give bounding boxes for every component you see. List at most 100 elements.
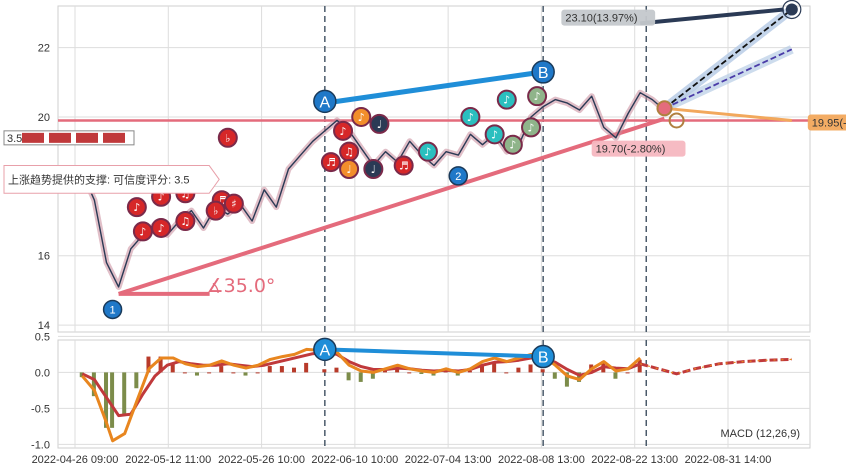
note-marker-glyph: ♬ <box>399 160 409 173</box>
price-y-tick: 16 <box>38 251 50 263</box>
macd-hist-bar <box>516 367 521 373</box>
macd-hist-bar <box>122 372 127 416</box>
macd-hist-bar <box>480 364 485 373</box>
note-marker-glyph: ♬ <box>326 156 336 169</box>
swing-points: 1 A 2 B <box>102 60 555 320</box>
macd-hist-bar <box>577 372 582 382</box>
annotation-labels: 23.10(13.97%) 19.95(-1.57%) 19.70(-2.80%) 上… <box>3 9 846 297</box>
x-tick: 2022-05-12 11:00 <box>125 454 211 466</box>
macd-projection-dots <box>640 358 792 375</box>
note-marker-glyph: ♪ <box>509 139 516 152</box>
note-marker <box>351 106 372 127</box>
swing-point-b <box>531 60 555 84</box>
macd-hist-bar <box>625 372 630 374</box>
price-y-tick: 14 <box>38 320 50 332</box>
macd-ab-line <box>324 347 544 359</box>
swing-point-label: B <box>538 65 549 82</box>
macd-event-vertical-lines <box>324 340 648 448</box>
note-marker-glyph: ♪ <box>158 191 165 204</box>
projection-layer <box>640 0 802 129</box>
support-layer <box>58 69 810 296</box>
macd-y-tick: -0.5 <box>31 403 50 415</box>
note-marker <box>217 127 238 148</box>
macd-hist-bar <box>279 366 284 373</box>
swing-point-label: 1 <box>110 304 116 316</box>
note-marker-glyph: ♪ <box>467 111 474 124</box>
macd-panel-frame <box>57 339 811 449</box>
macd-hist-bar <box>79 372 84 378</box>
macd-hist-bar <box>370 372 375 379</box>
note-markers: ♪♪♪♪♫♫♬♭♯♭♬♪♫♩♪♩♩♬♪♪♪♪♪♪♪ <box>126 86 548 242</box>
macd-hist-bar <box>91 372 96 397</box>
macd-projection-line <box>639 357 792 376</box>
swing-point-label: 2 <box>455 171 461 183</box>
note-marker-glyph: ♪ <box>358 111 365 124</box>
x-tick: 2022-07-04 13:00 <box>405 454 492 466</box>
price-y-tick: 20 <box>38 112 50 124</box>
note-marker-glyph: ♪ <box>491 128 498 141</box>
swing-point-2 <box>448 166 469 186</box>
x-tick: 2022-08-08 13:00 <box>498 454 585 466</box>
note-marker-glyph: ♪ <box>133 201 140 214</box>
macd-hist-bar <box>255 372 260 374</box>
ab-pattern-line <box>324 69 544 106</box>
note-marker <box>527 86 548 107</box>
projection-secondary-marker <box>668 112 685 129</box>
macd-hist-bar <box>540 369 545 373</box>
note-marker-glyph: ♯ <box>231 198 236 211</box>
macd-hist-bar <box>243 372 248 376</box>
macd-hist-bar <box>304 362 309 373</box>
macd-y-tick: 0.5 <box>35 331 50 343</box>
angle-label: ∡35.0° <box>207 275 276 297</box>
x-tick: 2022-05-26 10:00 <box>218 454 305 466</box>
left-badge-segment <box>22 132 44 143</box>
macd-hist-bar <box>504 372 509 374</box>
note-marker-glyph: ♫ <box>344 146 354 159</box>
macd-hist-bar <box>207 372 212 374</box>
note-marker <box>369 113 390 134</box>
projection-line-mid <box>664 48 793 110</box>
macd-hist-bar <box>358 372 363 382</box>
note-marker-glyph: ♬ <box>217 194 227 207</box>
note-marker-glyph: ♪ <box>528 121 535 134</box>
x-tick: 2022-08-22 13:00 <box>591 454 678 466</box>
macd-y-tick: -1.0 <box>31 439 50 451</box>
support-label-bg <box>3 165 220 194</box>
note-marker-glyph: ♩ <box>346 163 351 176</box>
x-tick: 2022-04-26 09:00 <box>32 454 119 466</box>
macd-hist-bar <box>292 367 297 373</box>
support-trend-line <box>118 116 666 296</box>
note-marker <box>205 200 226 221</box>
projection-glow-up <box>661 5 795 112</box>
macd-hist-bar <box>382 370 387 373</box>
projection-label-down: 19.95(-1.57%) <box>812 117 846 129</box>
macd-hist-bar <box>613 372 618 379</box>
macd-hist-bar <box>219 366 224 373</box>
note-marker <box>363 159 384 179</box>
note-marker <box>151 217 172 238</box>
note-marker <box>223 193 244 214</box>
macd-hist-bar <box>194 372 199 376</box>
macd-hist-bar <box>231 372 236 374</box>
projection-line-down <box>664 106 792 122</box>
price-panel: 1416182022 ♪♪♪♪♫♫♬♭♯♭♬♪♫♩♪♩♩♬♪♪♪♪♪♪♪ 1A2… <box>3 0 846 333</box>
note-marker <box>417 141 438 162</box>
macd-hist-bar <box>334 367 339 373</box>
note-marker-glyph: ♪ <box>139 225 146 238</box>
note-marker <box>521 117 542 138</box>
price-y-tick: 22 <box>38 43 50 55</box>
macd-hist-bar <box>170 364 175 373</box>
projection-label-up-bg <box>561 9 656 26</box>
support-label: 上涨趋势提供的支撑: 可信度评分: 3.5 <box>8 172 190 186</box>
swing-point-a <box>313 89 337 114</box>
macd-hist-bar <box>419 372 424 374</box>
projection-label-low-bg <box>591 140 686 157</box>
note-marker-glyph: ♭ <box>225 132 230 145</box>
note-marker <box>393 155 414 176</box>
note-marker-glyph: ♪ <box>340 125 347 138</box>
note-marker <box>502 134 523 155</box>
note-marker-glyph: ♪ <box>503 94 510 107</box>
macd-signal-line <box>81 350 641 418</box>
